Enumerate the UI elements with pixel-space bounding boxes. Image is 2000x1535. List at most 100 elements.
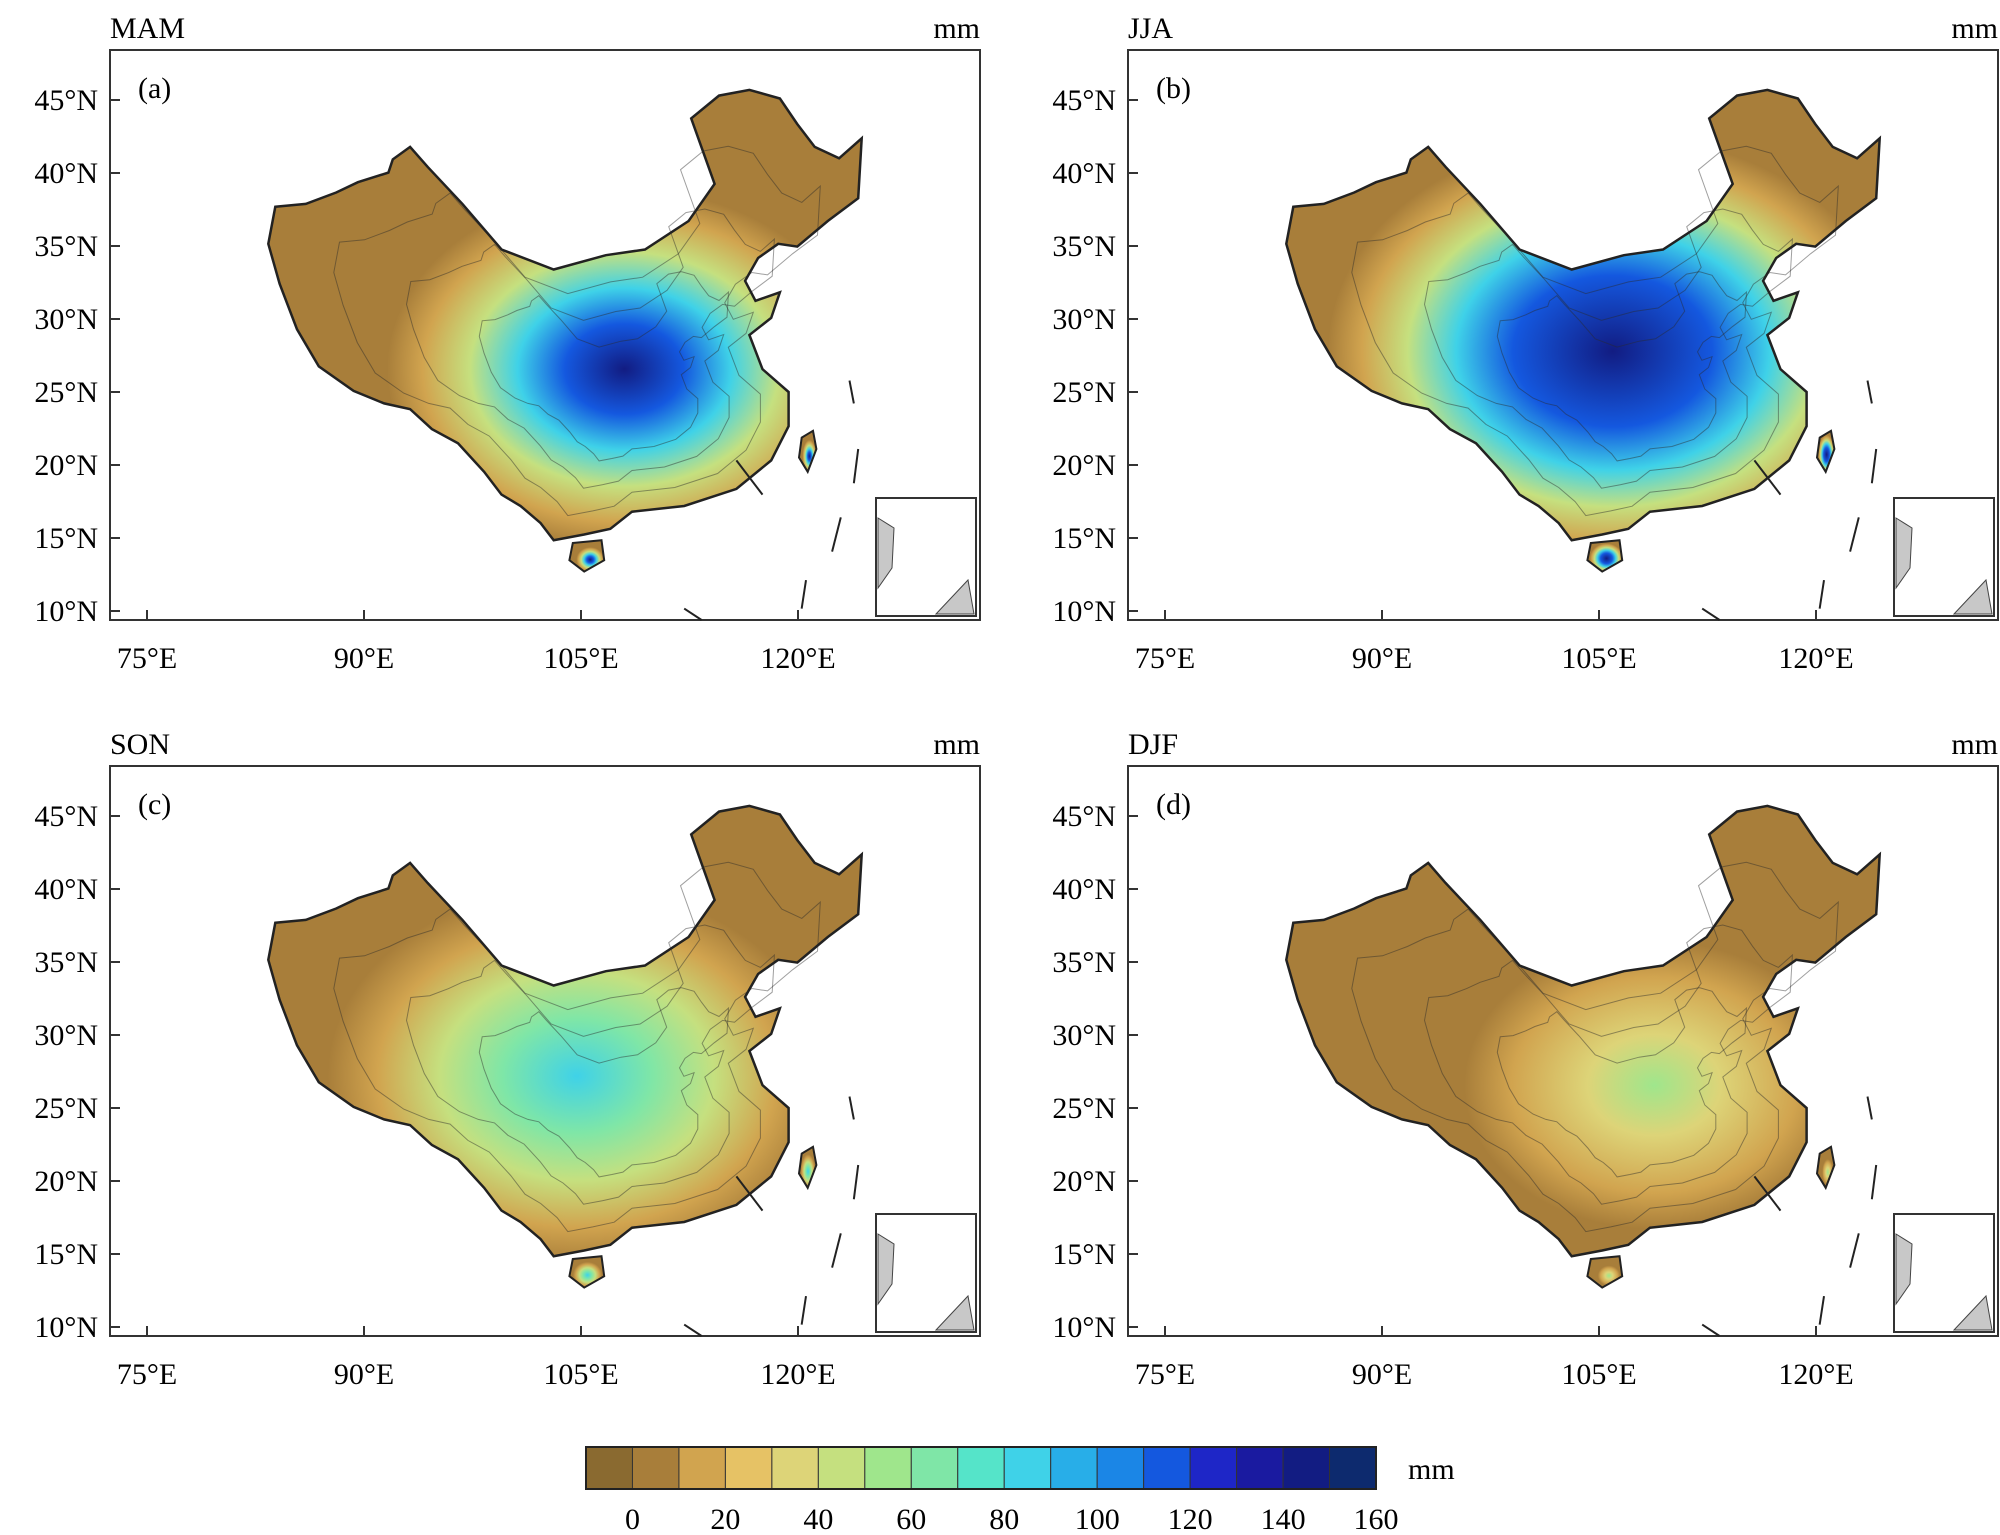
lon-tick-label: 120°E xyxy=(760,1358,835,1391)
panel-unit-label: mm xyxy=(1951,12,1998,45)
inset-landmass xyxy=(934,578,975,615)
sea-boundary-dash xyxy=(848,1096,855,1120)
lat-tick-label: 15°N xyxy=(1052,522,1116,555)
lat-tick-label: 25°N xyxy=(1052,376,1116,409)
colorbar-swatch xyxy=(631,1446,680,1490)
lon-tick-label: 105°E xyxy=(543,642,618,675)
lon-tick-label: 120°E xyxy=(760,642,835,675)
inset-landmass xyxy=(877,517,895,590)
taiwan-island xyxy=(797,429,818,475)
sea-boundary-dash xyxy=(683,1323,703,1337)
colorbar-tick-label: 120 xyxy=(1168,1503,1213,1535)
map-panel-djf: DJF mm (d) 45°N 40°N 35°N 30°N 25°N 20°N 15°N 10°N… xyxy=(1052,728,1999,1391)
contour-line xyxy=(405,924,775,1205)
lat-tick-label: 10°N xyxy=(34,595,98,628)
sea-boundary-dash xyxy=(831,1233,842,1268)
colorbar-swatch xyxy=(678,1446,726,1490)
colorbar-tick-label: 100 xyxy=(1075,1503,1120,1535)
lat-tick-label: 15°N xyxy=(1052,1238,1116,1271)
lon-tick-label: 75°E xyxy=(1135,1358,1195,1391)
lat-tick-label: 40°N xyxy=(1052,157,1116,190)
lat-tick-label: 25°N xyxy=(1052,1092,1116,1125)
inset-landmass xyxy=(1895,517,1913,590)
sea-boundary-dash xyxy=(852,1164,860,1200)
contour-line xyxy=(1423,208,1793,489)
colorbar-tick-label: 160 xyxy=(1354,1503,1399,1535)
lat-tick-label: 25°N xyxy=(34,376,98,409)
sea-boundary-dash xyxy=(800,579,807,609)
lon-tick-label: 90°E xyxy=(1352,642,1412,675)
sea-boundary-dash xyxy=(800,1295,807,1325)
lon-tick-label: 90°E xyxy=(334,1358,394,1391)
map-panel-son: SON mm (c) 45°N 40°N 35°N 30°N 25°N 20°N 15°N 10°N… xyxy=(34,728,981,1391)
contour-line xyxy=(405,208,775,489)
lat-tick-label: 20°N xyxy=(34,1165,98,1198)
lat-tick-label: 45°N xyxy=(1052,800,1116,833)
lat-tick-label: 15°N xyxy=(34,1238,98,1271)
lon-tick-label: 75°E xyxy=(117,642,177,675)
sea-boundary-dash xyxy=(1701,607,1721,621)
sea-boundary-dash xyxy=(1866,1096,1873,1120)
sea-boundary-dash xyxy=(735,459,764,496)
colorbar-swatch xyxy=(724,1446,773,1490)
lat-tick-label: 10°N xyxy=(34,1311,98,1344)
inset-landmass xyxy=(1952,578,1993,615)
lat-tick-label: 45°N xyxy=(34,84,98,117)
lat-tick-label: 45°N xyxy=(1052,84,1116,117)
lon-tick-label: 105°E xyxy=(1561,642,1636,675)
lon-tick-label: 105°E xyxy=(543,1358,618,1391)
colorbar-tick-label: 0 xyxy=(625,1503,640,1535)
sea-boundary-dash xyxy=(683,607,703,621)
sea-boundary-dash xyxy=(1753,1175,1782,1212)
taiwan-island xyxy=(797,1145,818,1191)
colorbar-swatch xyxy=(910,1446,959,1490)
sea-boundary-dash xyxy=(1818,1295,1825,1325)
lon-tick-label: 75°E xyxy=(117,1358,177,1391)
colorbar-swatch xyxy=(1143,1446,1191,1490)
lat-tick-label: 35°N xyxy=(34,230,98,263)
lon-tick-label: 90°E xyxy=(1352,1358,1412,1391)
lat-tick-label: 10°N xyxy=(1052,1311,1116,1344)
china-precipitation-field xyxy=(267,804,864,1258)
hainan-island xyxy=(1586,539,1624,573)
lon-tick-label: 105°E xyxy=(1561,1358,1636,1391)
sea-boundary-dash xyxy=(848,380,855,404)
panel-unit-label: mm xyxy=(933,728,980,761)
lat-tick-label: 30°N xyxy=(34,1019,98,1052)
panel-unit-label: mm xyxy=(1951,728,1998,761)
contour-line xyxy=(1496,987,1748,1178)
lat-tick-label: 40°N xyxy=(1052,873,1116,906)
lat-tick-label: 35°N xyxy=(1052,230,1116,263)
colorbar-swatch xyxy=(817,1446,866,1490)
colorbar-swatch xyxy=(1189,1446,1238,1490)
china-precipitation-field xyxy=(1285,804,1882,1258)
panel-tag: (a) xyxy=(138,72,171,105)
lat-tick-label: 20°N xyxy=(1052,449,1116,482)
colorbar-swatch xyxy=(1282,1446,1331,1490)
panel-tag: (d) xyxy=(1156,788,1191,821)
contour-line xyxy=(1351,145,1839,517)
lon-tick-label: 90°E xyxy=(334,642,394,675)
colorbar-swatch xyxy=(1096,1446,1145,1490)
sea-boundary-dash xyxy=(852,448,860,484)
lat-tick-label: 20°N xyxy=(1052,1165,1116,1198)
lat-tick-label: 30°N xyxy=(34,303,98,336)
colorbar-tick-label: 80 xyxy=(989,1503,1019,1535)
china-precipitation-field xyxy=(1285,88,1882,542)
panel-tag: (b) xyxy=(1156,72,1191,105)
sea-boundary-dash xyxy=(1866,380,1873,404)
lon-tick-label: 120°E xyxy=(1778,642,1853,675)
panel-season-title: SON xyxy=(110,728,170,761)
colorbar-swatch xyxy=(1050,1446,1098,1490)
inset-landmass xyxy=(1895,1233,1913,1306)
lat-tick-label: 45°N xyxy=(34,800,98,833)
contour-line xyxy=(1423,924,1793,1205)
panel-season-title: JJA xyxy=(1128,12,1173,45)
colorbar-swatch xyxy=(957,1446,1005,1490)
inset-landmass xyxy=(934,1294,975,1331)
lat-tick-label: 40°N xyxy=(34,157,98,190)
lat-tick-label: 30°N xyxy=(1052,303,1116,336)
lat-tick-label: 25°N xyxy=(34,1092,98,1125)
sea-boundary-dash xyxy=(735,1175,764,1212)
